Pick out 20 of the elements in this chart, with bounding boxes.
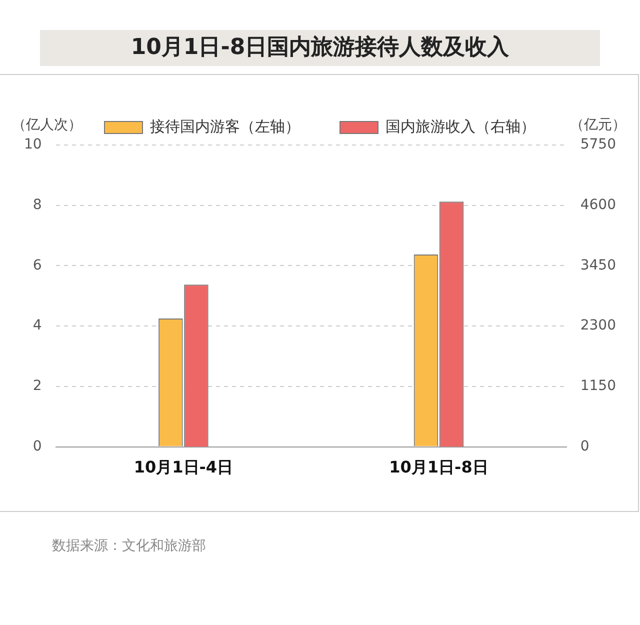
y2-tick-label: 5750 bbox=[580, 136, 616, 153]
chart-title: 10月1日-8日国内旅游接待人数及收入 bbox=[40, 30, 600, 66]
x-tick-label: 10月1日-4日 bbox=[134, 458, 234, 477]
y-axis-title: （亿人次） bbox=[12, 116, 82, 134]
y-tick-label: 10 bbox=[24, 136, 42, 153]
legend-label: 国内旅游收入（右轴） bbox=[386, 117, 536, 136]
y2-tick-label: 4600 bbox=[580, 197, 616, 213]
source-note: 数据来源：文化和旅游部 bbox=[52, 537, 206, 555]
y-tick-label: 6 bbox=[32, 257, 42, 274]
y-tick-label: 2 bbox=[32, 378, 42, 394]
y-tick-label: 8 bbox=[32, 197, 42, 213]
legend-label: 接待国内游客（左轴） bbox=[150, 117, 300, 136]
y-tick-label: 0 bbox=[32, 438, 42, 454]
y2-axis-title: （亿元） bbox=[570, 116, 626, 134]
y2-tick-label: 1150 bbox=[580, 378, 616, 394]
y-tick-label: 4 bbox=[32, 318, 42, 334]
y2-tick-label: 0 bbox=[580, 438, 590, 454]
y2-tick-label: 3450 bbox=[580, 257, 616, 274]
y2-tick-label: 2300 bbox=[580, 318, 616, 334]
x-tick-label: 10月1日-8日 bbox=[389, 458, 488, 477]
